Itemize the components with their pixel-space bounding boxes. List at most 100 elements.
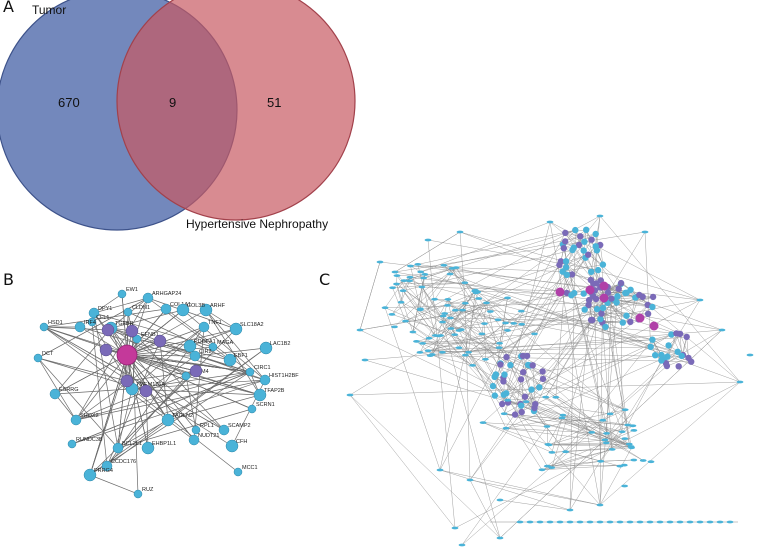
- network-b-edge: [89, 354, 128, 476]
- network-c-edge: [476, 292, 653, 340]
- network-c-edge: [458, 330, 507, 429]
- network-c-node: [361, 358, 369, 362]
- network-b-edge: [37, 357, 77, 421]
- network-c-node: [466, 478, 474, 482]
- network-c-edge: [548, 444, 632, 447]
- network-b-edge: [193, 326, 205, 441]
- network-c-edge: [391, 302, 402, 315]
- network-c-node: [686, 520, 694, 524]
- network-b-edge: [117, 354, 128, 449]
- network-c-edge: [396, 282, 465, 285]
- network-c-node: [532, 401, 539, 408]
- network-b-node: [133, 489, 143, 499]
- network-b-edge: [37, 297, 149, 359]
- network-c-node: [504, 329, 511, 332]
- network-c-edge: [442, 303, 466, 323]
- network-b-gene-label: SCRN1: [256, 402, 275, 408]
- network-b-edge: [145, 390, 149, 449]
- network-b-node: [259, 374, 271, 386]
- network-c-edge: [547, 464, 625, 467]
- network-c-hub-node: [635, 313, 645, 323]
- network-c-edge: [565, 451, 601, 462]
- network-b-gene-label: NUDT21: [198, 433, 219, 439]
- network-c-node: [581, 238, 588, 245]
- network-c-node: [461, 281, 469, 285]
- network-c-node: [572, 226, 579, 234]
- network-b-node: [218, 424, 230, 436]
- network-b-node: [259, 341, 273, 355]
- network-c-node: [606, 520, 614, 524]
- network-c-edge: [349, 394, 456, 529]
- network-c-node: [461, 301, 469, 305]
- network-c-node: [447, 327, 455, 330]
- network-c-edge: [400, 290, 404, 303]
- network-c-edge: [394, 267, 457, 328]
- network-c-hub-node: [585, 285, 595, 295]
- network-c-node: [451, 333, 459, 336]
- network-b-node: [253, 388, 267, 402]
- network-c-edge: [403, 249, 573, 291]
- network-c-node: [542, 395, 550, 399]
- network-c-node: [436, 468, 444, 472]
- network-b-gene-label: TNF1: [208, 320, 222, 326]
- network-c-edge: [419, 346, 651, 353]
- network-c-edge: [486, 302, 506, 324]
- network-c-node: [562, 229, 569, 237]
- network-c-edge: [458, 302, 487, 348]
- network-c-node: [521, 393, 529, 400]
- network-c-node: [623, 312, 630, 319]
- network-c-edge: [499, 329, 723, 539]
- network-b-gene-label: EHBP1L1: [152, 441, 176, 447]
- network-c-edge: [531, 299, 701, 390]
- network-c-edge: [432, 290, 475, 355]
- network-b-edge: [93, 297, 149, 314]
- network-c-node: [529, 362, 536, 369]
- network-c-node: [585, 296, 593, 304]
- network-c-node: [507, 361, 514, 369]
- network-c-node: [393, 282, 400, 286]
- network-b-node-secondary: [189, 364, 203, 378]
- network-c-node: [431, 297, 438, 301]
- network-c-edge: [409, 277, 423, 288]
- network-b-node: [181, 371, 191, 381]
- network-c-edge: [420, 271, 684, 356]
- network-c-edge: [420, 308, 529, 366]
- network-c-node: [596, 520, 604, 524]
- network-b-node-secondary: [153, 334, 167, 348]
- network-b-gene-label: RUNDC3B: [76, 437, 103, 443]
- network-b-node: [188, 434, 200, 446]
- network-c-edge: [593, 283, 601, 462]
- network-c-node: [560, 245, 567, 252]
- network-c-edge: [505, 428, 630, 445]
- network-c-node: [639, 293, 646, 300]
- network-c-node: [381, 306, 389, 310]
- network-c-edge: [606, 298, 612, 434]
- network-c-node: [481, 322, 488, 325]
- network-b-gene-label: ARHGAP24: [152, 291, 181, 297]
- network-c-node: [619, 319, 626, 326]
- network-c-node: [496, 536, 504, 540]
- network-b-edge: [43, 326, 233, 447]
- network-b-edge: [93, 312, 119, 449]
- network-c-hub-node: [649, 321, 659, 331]
- network-c-node: [647, 460, 655, 464]
- network-c-node: [558, 416, 566, 420]
- network-b-edge: [89, 474, 139, 495]
- network-c-edge: [545, 308, 598, 398]
- network-c-node: [580, 247, 587, 254]
- network-c-edge: [607, 292, 626, 410]
- network-c-edge: [465, 303, 471, 481]
- network-c-edge: [522, 239, 592, 357]
- network-c-node: [441, 312, 449, 315]
- network-c-node: [641, 230, 649, 234]
- network-c-edge: [439, 469, 571, 511]
- network-b-edge: [126, 354, 225, 431]
- network-b-gene-label: IRF4: [84, 320, 96, 326]
- network-c-node: [566, 508, 574, 512]
- network-c-edge: [394, 231, 461, 273]
- network-c-edge: [469, 479, 501, 539]
- network-c-node: [616, 520, 624, 524]
- network-c-edge: [549, 221, 601, 506]
- network-b-edge: [126, 346, 214, 356]
- network-c-edge: [484, 323, 486, 360]
